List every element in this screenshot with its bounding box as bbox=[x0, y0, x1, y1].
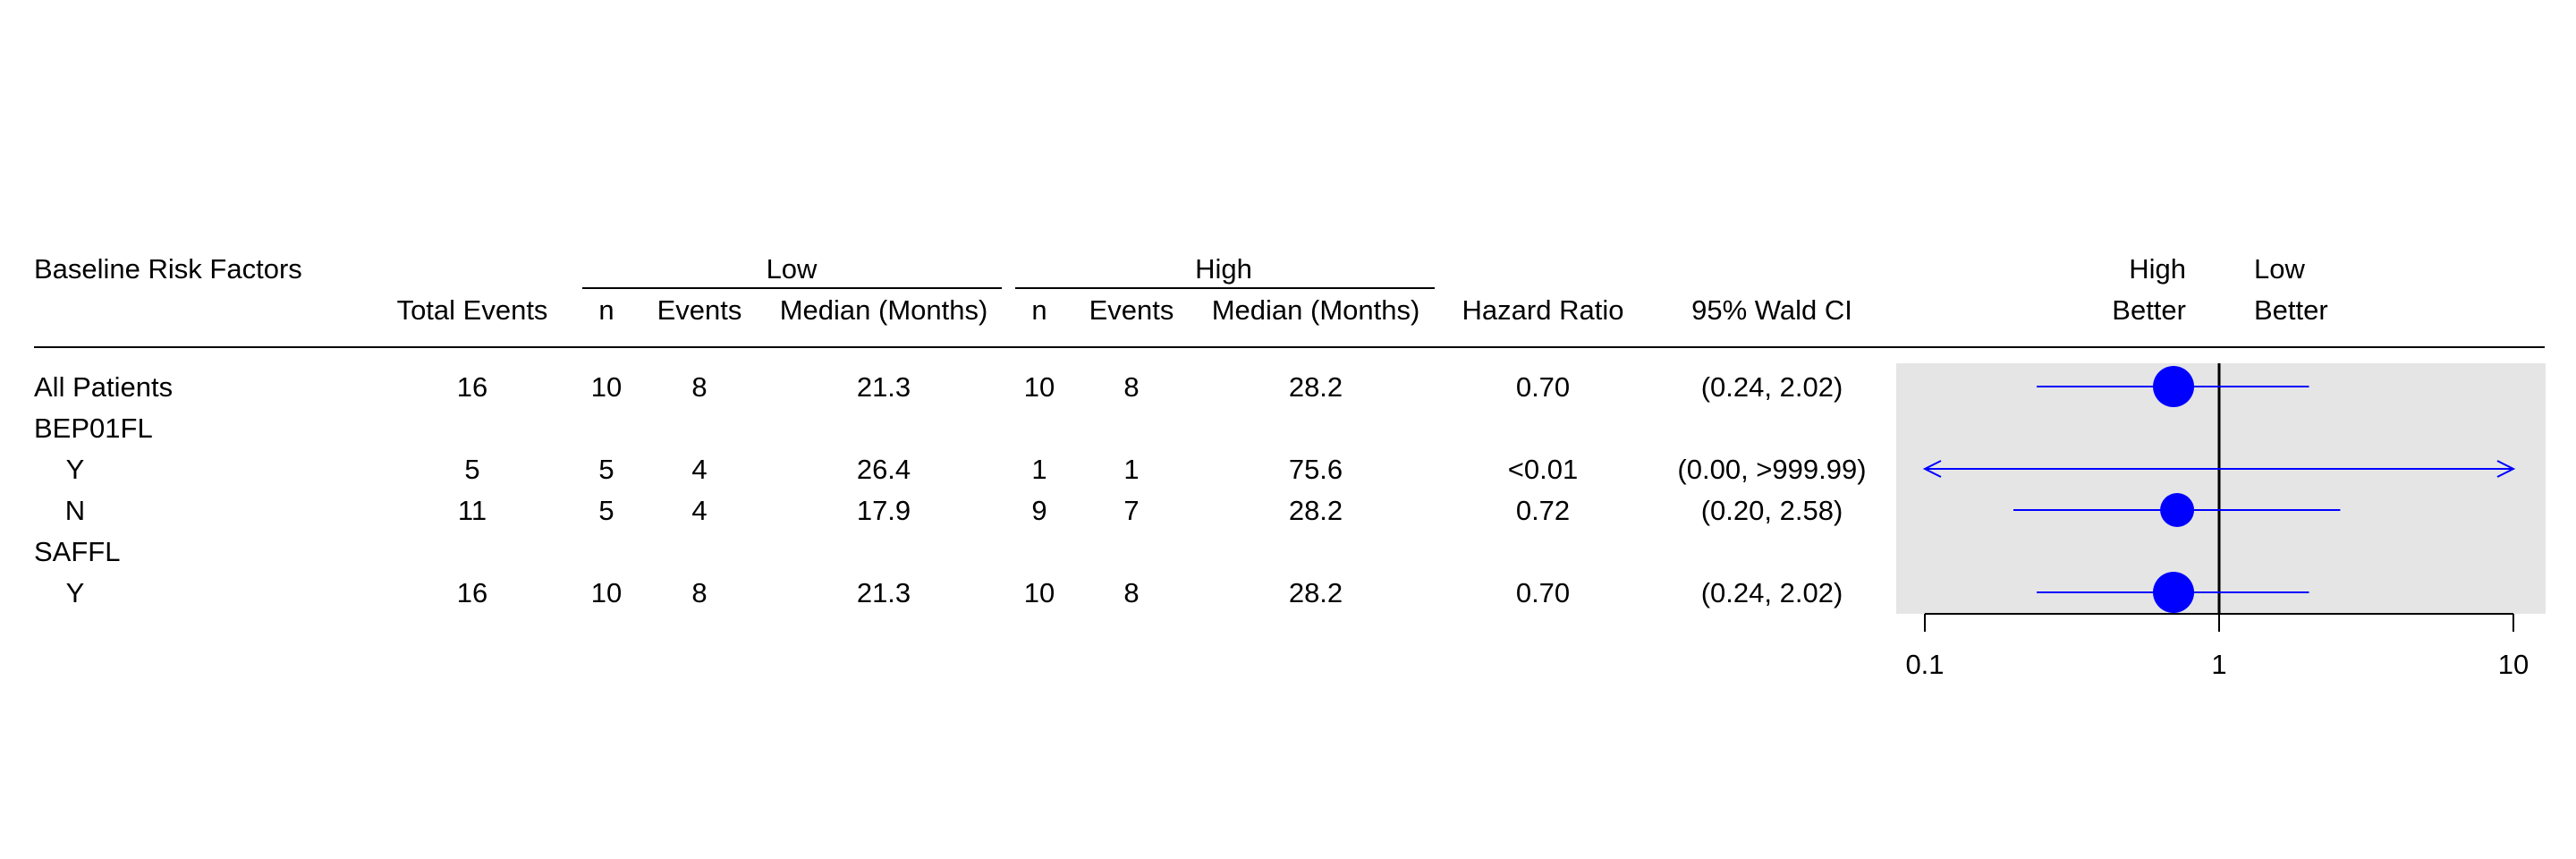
cell-high-median: 75.6 bbox=[1289, 454, 1343, 485]
row-heading-label: BEP01FL bbox=[34, 412, 153, 444]
cell-high-n: 9 bbox=[1031, 495, 1046, 526]
header-favor-left-1: High bbox=[2129, 253, 2186, 285]
header-label-col: Baseline Risk Factors bbox=[34, 253, 302, 285]
cell-low-events: 8 bbox=[691, 577, 707, 608]
header-high-events: Events bbox=[1089, 294, 1174, 326]
cell-low-events: 8 bbox=[691, 371, 707, 403]
x-tick-label: 0.1 bbox=[1905, 649, 1944, 680]
cell-high-events: 8 bbox=[1123, 371, 1139, 403]
header-group-low: Low bbox=[767, 253, 818, 285]
cell-ci-text: (0.24, 2.02) bbox=[1701, 371, 1843, 403]
cell-high-events: 7 bbox=[1123, 495, 1139, 526]
header-favor-left-2: Better bbox=[2112, 294, 2186, 326]
cell-ci-text: (0.20, 2.58) bbox=[1701, 495, 1843, 526]
row-label: Y bbox=[66, 454, 85, 485]
cell-high-median: 28.2 bbox=[1289, 495, 1343, 526]
cell-hr-text: 0.70 bbox=[1516, 371, 1570, 403]
cell-high-n: 1 bbox=[1031, 454, 1046, 485]
forest-panel-background bbox=[1896, 363, 2546, 614]
cell-low-median: 21.3 bbox=[857, 371, 911, 403]
cell-total: 11 bbox=[458, 495, 487, 526]
cell-low-n: 5 bbox=[598, 495, 614, 526]
header-ci: 95% Wald CI bbox=[1691, 294, 1852, 326]
cell-ci-text: (0.00, >999.99) bbox=[1677, 454, 1866, 485]
cell-low-median: 21.3 bbox=[857, 577, 911, 608]
cell-low-median: 17.9 bbox=[857, 495, 911, 526]
ci-arrow-left bbox=[1922, 460, 1942, 478]
cell-low-events: 4 bbox=[691, 454, 707, 485]
cell-high-median: 28.2 bbox=[1289, 577, 1343, 608]
cell-high-events: 1 bbox=[1123, 454, 1139, 485]
header-high-median: Median (Months) bbox=[1212, 294, 1420, 326]
hazard-ratio-point bbox=[2153, 572, 2195, 613]
forest-marks bbox=[1922, 366, 2516, 613]
hazard-ratio-point bbox=[2153, 366, 2195, 407]
header-low-n: n bbox=[598, 294, 614, 326]
cell-low-n: 5 bbox=[598, 454, 614, 485]
cell-total: 16 bbox=[457, 577, 487, 608]
cell-high-events: 8 bbox=[1123, 577, 1139, 608]
cell-hr-text: <0.01 bbox=[1508, 454, 1578, 485]
cell-high-n: 10 bbox=[1024, 371, 1055, 403]
header-low-median: Median (Months) bbox=[780, 294, 988, 326]
header-low-events: Events bbox=[657, 294, 742, 326]
header-favor-right-2: Better bbox=[2254, 294, 2328, 326]
cell-low-median: 26.4 bbox=[857, 454, 911, 485]
cell-hr-text: 0.70 bbox=[1516, 577, 1570, 608]
header-group-high: High bbox=[1195, 253, 1252, 285]
row-label: All Patients bbox=[34, 371, 173, 403]
row-label: Y bbox=[66, 577, 85, 608]
cell-low-n: 10 bbox=[591, 577, 622, 608]
cell-ci-text: (0.24, 2.02) bbox=[1701, 577, 1843, 608]
table-rows: All Patients 16 10 8 21.3 10 8 28.2 0.70 (0.24, 2… bbox=[34, 371, 1867, 608]
cell-high-median: 28.2 bbox=[1289, 371, 1343, 403]
row-heading-label: SAFFL bbox=[34, 536, 120, 567]
header-hazard-ratio: Hazard Ratio bbox=[1462, 294, 1624, 326]
cell-high-n: 10 bbox=[1024, 577, 1055, 608]
cell-low-events: 4 bbox=[691, 495, 707, 526]
ci-arrow-right bbox=[2496, 460, 2516, 478]
header-total-events: Total Events bbox=[397, 294, 548, 326]
header-favor-right-1: Low bbox=[2254, 253, 2305, 285]
x-tick-label: 1 bbox=[2211, 649, 2226, 680]
header-high-n: n bbox=[1031, 294, 1046, 326]
cell-hr-text: 0.72 bbox=[1516, 495, 1570, 526]
hazard-ratio-point bbox=[2160, 493, 2195, 527]
cell-total: 5 bbox=[464, 454, 479, 485]
cell-total: 16 bbox=[457, 371, 487, 403]
row-label: N bbox=[65, 495, 85, 526]
cell-low-n: 10 bbox=[591, 371, 622, 403]
x-tick-label: 10 bbox=[2498, 649, 2529, 680]
x-axis: 0.1 1 10 bbox=[1905, 613, 2529, 680]
